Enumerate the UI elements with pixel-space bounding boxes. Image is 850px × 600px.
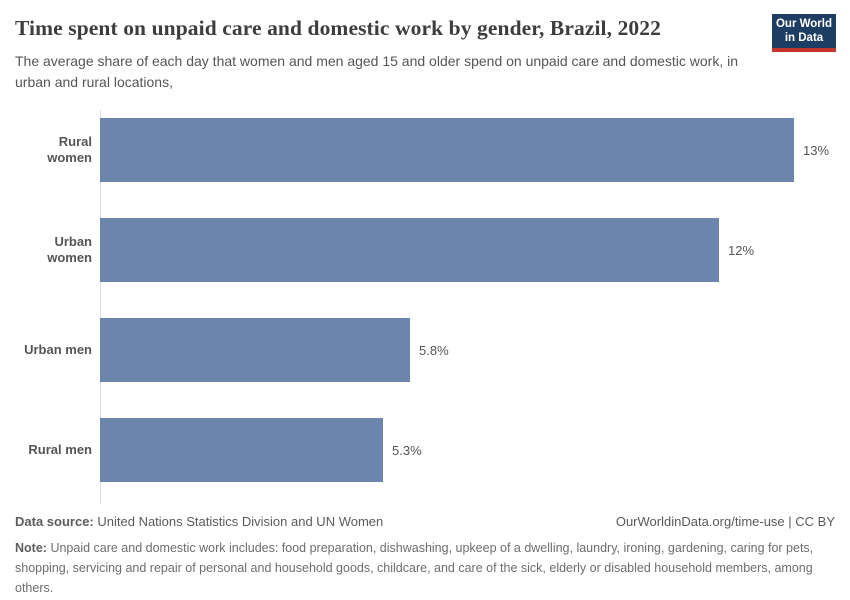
owid-logo-text-line1: Our World (775, 18, 832, 30)
data-source-label: Data source: (15, 514, 94, 529)
y-axis-line (100, 110, 101, 504)
bar-value-label: 13% (803, 142, 830, 158)
bar-value-label: 5.8% (419, 342, 449, 358)
bar-label: Urban men (24, 342, 92, 358)
bar-chart: Rural women 13% Urban women 12% Urban me… (15, 100, 835, 504)
chart-subtitle: The average share of each day that women… (15, 53, 739, 90)
note-label: Note: (15, 541, 47, 555)
data-source-text: United Nations Statistics Division and U… (97, 514, 384, 529)
bar-row-rural-women: Rural women 13% (15, 100, 835, 200)
bar-track: 13% (100, 118, 835, 182)
owid-logo: Our World in Data (772, 14, 836, 53)
bar-track: 12% (100, 218, 835, 282)
bar-label: Rural women (47, 134, 92, 165)
chart-title: Time spent on unpaid care and domestic w… (15, 16, 661, 40)
bar-label: Rural men (28, 442, 92, 458)
bar-label: Urban women (47, 234, 92, 265)
footer-source-row: Data source: United Nations Statistics D… (15, 514, 835, 529)
bar[interactable] (100, 418, 383, 482)
bar[interactable] (100, 218, 719, 282)
bar-track: 5.8% (100, 318, 835, 382)
owid-logo-text-line2: in Data (784, 31, 824, 44)
data-source-line: Data source: United Nations Statistics D… (15, 514, 383, 529)
bar-row-urban-men: Urban men 5.8% (15, 300, 835, 400)
attribution-link[interactable]: OurWorldinData.org/time-use | CC BY (615, 514, 835, 529)
bar-row-urban-women: Urban women 12% (15, 200, 835, 300)
bar-row-rural-men: Rural men 5.3% (15, 400, 835, 500)
bar-track: 5.3% (100, 418, 835, 482)
bar[interactable] (100, 318, 410, 382)
note-text: Unpaid care and domestic work includes: … (15, 541, 814, 595)
bar[interactable] (100, 118, 794, 182)
bar-value-label: 5.3% (392, 442, 422, 458)
footer-note: Note: Unpaid care and domestic work incl… (15, 539, 835, 598)
bar-value-label: 12% (728, 242, 755, 258)
